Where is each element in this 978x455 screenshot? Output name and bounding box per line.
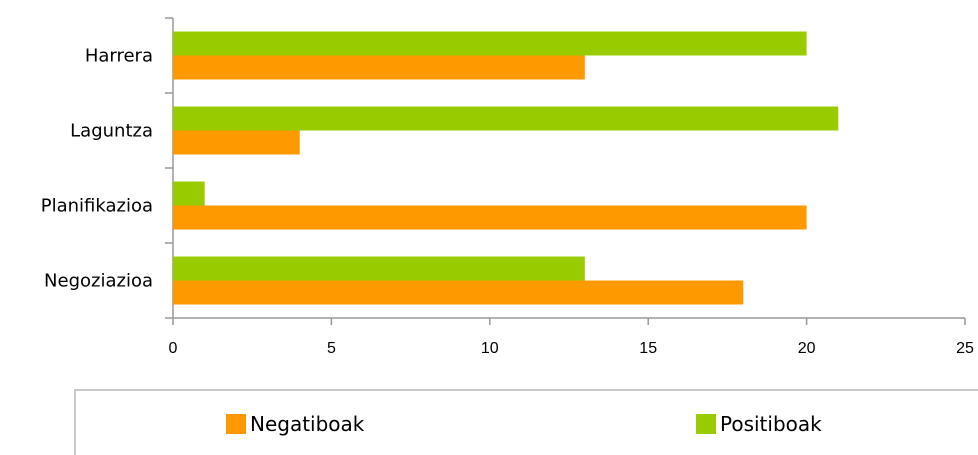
bar-negatiboak-negoziazioa <box>173 280 744 305</box>
category-labels: Harrera Laguntza Planifikazioa Negoziazioa <box>41 46 153 292</box>
bar-positiboak-harrera <box>173 31 807 56</box>
bar-chart: HarreraLaguntzaPlanifikazioaNegoziazioa … <box>41 17 974 357</box>
category-label-laguntza: Laguntza <box>70 121 153 142</box>
category-label-harrera: Harrera <box>85 46 153 67</box>
legend-item-positiboak: Positiboak <box>696 413 822 435</box>
legend-label-negatiboak: Negatiboak <box>250 412 365 436</box>
legend-label-positiboak: Positiboak <box>720 412 822 436</box>
legend-item-negatiboak: Negatiboak <box>226 413 364 435</box>
bar-positiboak-planifikazioa <box>173 181 205 206</box>
bar-negatiboak-harrera <box>173 55 585 80</box>
x-tick-label: 25 <box>956 340 974 357</box>
x-tick-label: 0 <box>169 340 178 357</box>
legend-swatch-positiboak <box>696 414 716 434</box>
bar-negatiboak-planifikazioa <box>173 205 807 230</box>
bar-positiboak-negoziazioa <box>173 256 585 281</box>
x-tick-label: 20 <box>798 340 816 357</box>
x-tick-label: 15 <box>639 340 657 357</box>
bar-positiboak-laguntza <box>173 106 839 131</box>
x-tick-label: 5 <box>327 340 336 357</box>
category-label-negoziazioa: Negoziazioa <box>44 271 153 292</box>
chart-legend: Negatiboak Positiboak <box>74 389 978 455</box>
bar-negatiboak-laguntza <box>173 130 300 155</box>
x-tick-label: 10 <box>481 340 499 357</box>
legend-swatch-negatiboak <box>226 414 246 434</box>
chart-bars <box>173 31 839 305</box>
category-label-planifikazioa: Planifikazioa <box>41 196 153 217</box>
x-tick-labels: 0 5 10 15 20 25 <box>169 340 974 357</box>
